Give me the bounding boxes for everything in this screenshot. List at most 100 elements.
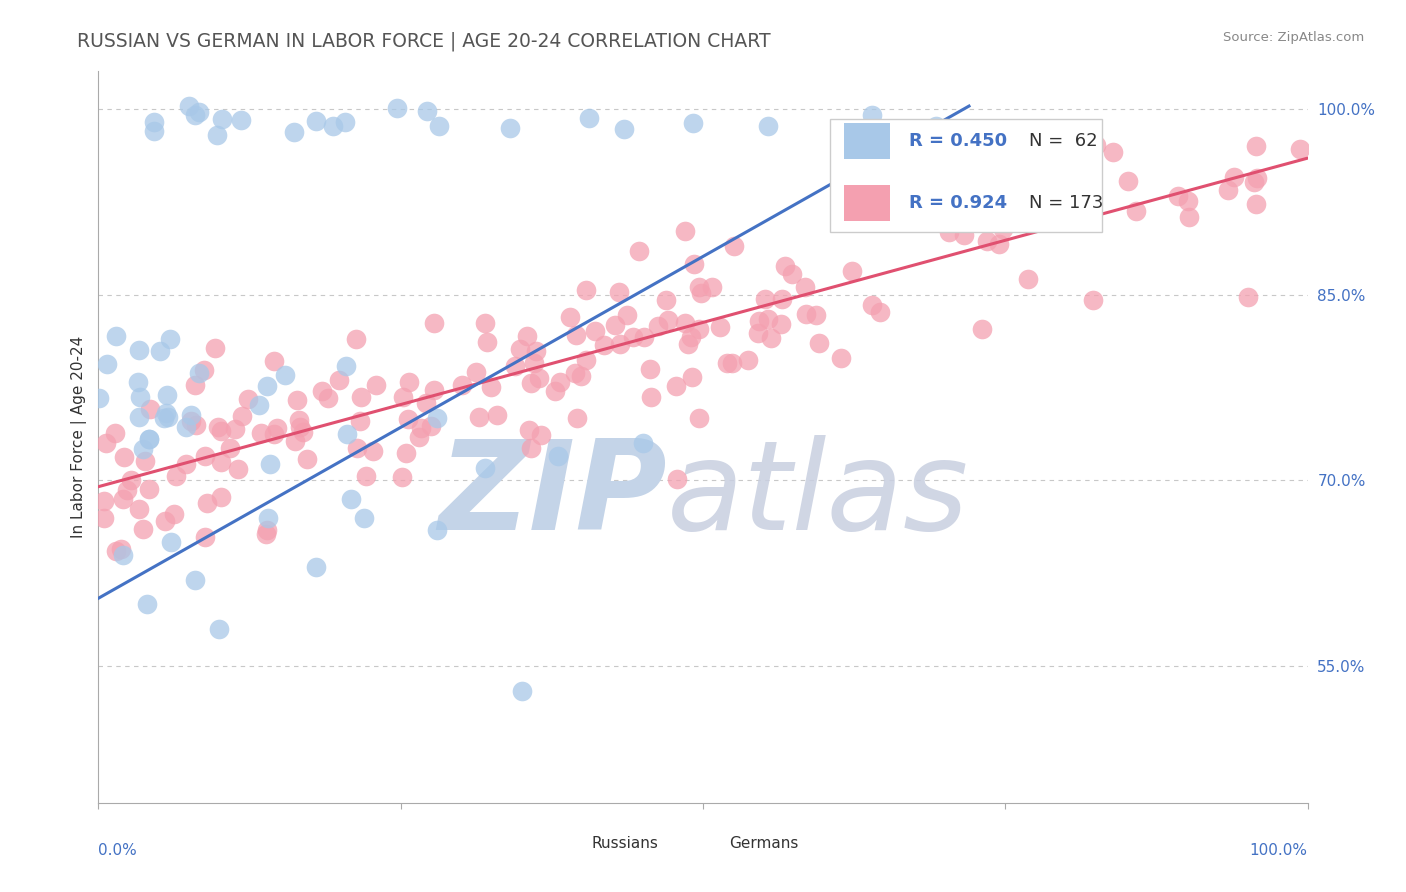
Point [1216,183,1239,197]
Point [174,419,197,434]
Text: R = 0.924: R = 0.924 [908,194,1007,212]
Point [295,452,318,467]
Point [93,493,115,508]
Point [209,490,232,504]
Point [869,304,891,318]
Point [565,328,588,343]
Point [344,333,367,347]
Text: RUSSIAN VS GERMAN IN LABOR FORCE | AGE 20-24 CORRELATION CHART: RUSSIAN VS GERMAN IN LABOR FORCE | AGE 2… [77,31,770,51]
Text: Germans: Germans [730,837,799,851]
Point [211,112,233,127]
Point [756,120,779,134]
Point [209,455,232,469]
Point [1222,170,1244,185]
Point [94,436,117,450]
Point [709,320,731,334]
Point [1244,196,1267,211]
Point [621,330,644,344]
Point [972,322,994,336]
Point [673,316,696,330]
Point [391,470,413,484]
Point [291,425,314,439]
Point [681,369,703,384]
Point [756,312,779,326]
Point [1167,189,1189,203]
Point [247,398,270,412]
Point [153,411,176,425]
Point [529,371,551,385]
Point [1246,171,1268,186]
FancyBboxPatch shape [558,837,585,853]
Point [284,434,307,449]
FancyBboxPatch shape [845,186,890,221]
Point [548,375,571,389]
Point [993,222,1015,236]
Point [655,293,678,308]
Point [1062,214,1084,228]
Point [1084,138,1107,153]
Point [681,329,703,343]
Point [665,379,688,393]
Point [231,409,253,424]
Point [153,514,176,528]
Point [468,410,491,425]
Point [128,410,150,425]
Point [1102,145,1125,160]
Point [838,172,860,186]
Point [1246,139,1268,153]
Point [104,426,127,441]
Text: atlas: atlas [666,435,969,556]
Point [804,308,827,322]
Point [208,622,231,636]
Point [305,560,328,574]
Point [283,125,305,139]
Point [219,441,242,455]
Point [759,331,782,345]
Point [426,523,449,537]
Point [517,423,540,437]
Point [128,343,150,358]
Point [111,548,134,562]
Point [616,309,638,323]
Point [111,492,134,507]
Point [156,388,179,402]
Point [128,501,150,516]
Point [754,293,776,307]
Point [184,573,207,587]
Point [860,108,883,122]
Point [780,267,803,281]
Point [263,354,285,368]
Point [328,373,350,387]
Point [860,298,883,312]
Point [773,259,796,273]
Point [110,542,132,557]
Point [415,396,437,410]
Point [138,432,160,446]
Point [231,113,253,128]
Point [1125,204,1147,219]
Point [564,366,586,380]
Point [112,450,135,464]
Point [184,418,207,433]
Point [143,124,166,138]
Point [180,414,202,428]
Point [263,427,285,442]
Point [159,332,181,346]
Point [953,227,976,242]
Point [204,341,226,355]
Point [794,307,817,321]
Point [398,376,420,390]
Point [700,280,723,294]
Point [364,377,387,392]
Point [688,279,710,293]
Point [676,336,699,351]
Point [519,441,541,455]
Point [426,411,449,425]
Point [187,366,209,380]
Y-axis label: In Labor Force | Age 20-24: In Labor Force | Age 20-24 [72,336,87,538]
Point [720,356,742,370]
Point [254,527,277,541]
Point [640,390,662,404]
Point [138,433,160,447]
Point [353,510,375,524]
